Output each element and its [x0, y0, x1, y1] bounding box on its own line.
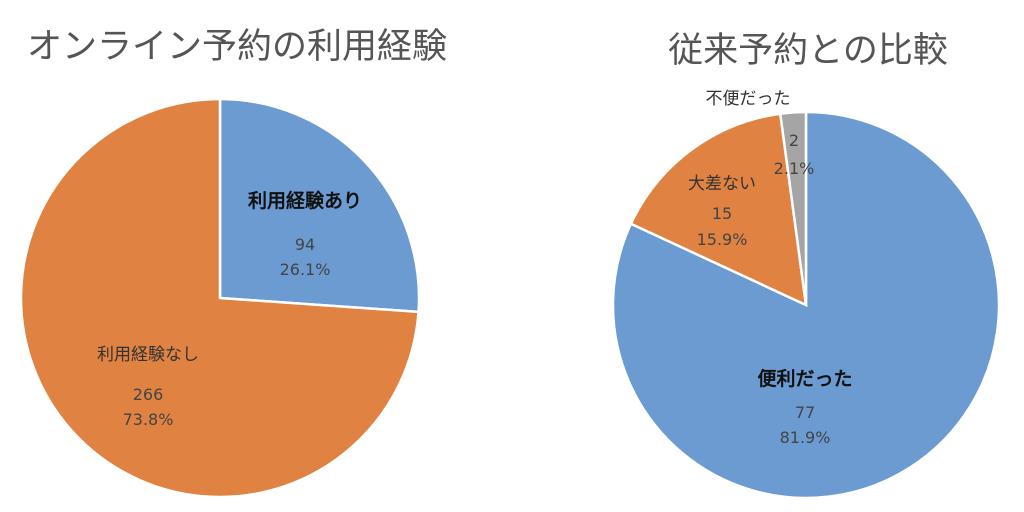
slice-value: 2	[789, 131, 799, 150]
slice-percent: 26.1%	[280, 260, 331, 279]
pie-slice-0-0	[218, 97, 421, 314]
chart-usage-experience: オンライン予約の利用経験 利用経験あり 94 26.1% 利用経験なし 266 …	[19, 27, 447, 499]
pie-slice-1-2	[778, 110, 808, 306]
slice-value: 266	[133, 385, 164, 404]
slice-label: 大差ない	[688, 174, 756, 194]
slice-label: 便利だった	[757, 368, 852, 390]
chart-title: 従来予約との比較	[668, 31, 948, 71]
pie-comparison	[611, 110, 1001, 500]
slice-label: 利用経験あり	[248, 189, 362, 212]
slice-percent: 2.1%	[774, 159, 815, 178]
slice-label: 利用経験なし	[97, 345, 199, 365]
slice-percent: 81.9%	[780, 428, 831, 447]
slice-percent: 73.8%	[123, 410, 174, 429]
pie-slice-0-1	[19, 97, 420, 499]
slice-value: 77	[795, 403, 815, 422]
slice-value: 94	[295, 235, 315, 254]
slice-percent: 15.9%	[697, 230, 748, 249]
chart-comparison: 従来予約との比較 便利だった 77 81.9% 大差ない 15 15.9% 不便…	[611, 31, 1001, 500]
slice-value: 15	[712, 204, 732, 223]
pie-slice-1-1	[629, 112, 808, 308]
chart-title: オンライン予約の利用経験	[27, 27, 447, 67]
pie-usage	[19, 97, 421, 499]
slice-label: 不便だった	[706, 89, 791, 109]
